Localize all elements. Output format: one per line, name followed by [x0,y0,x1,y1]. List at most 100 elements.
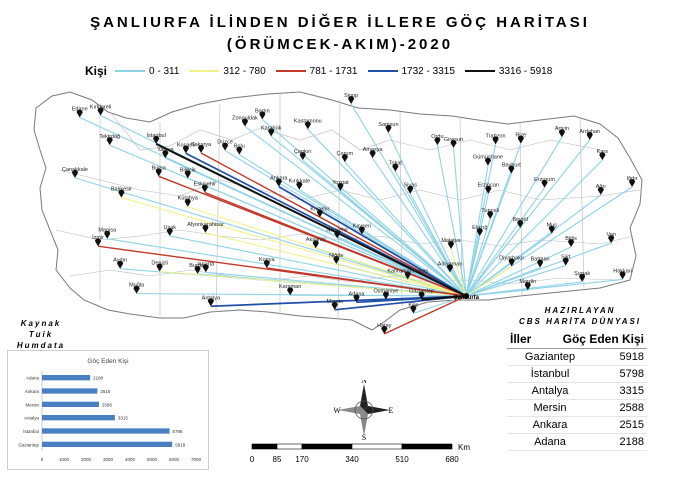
city-kayseri: Kayseri [353,223,371,235]
city-label: Gümüşhane [473,155,503,161]
city-amasya: Amasya [363,147,383,159]
city-label: Karabük [261,125,282,131]
city-label: Osmaniye [374,289,399,295]
city-kahramanmara: Kahramanmaraş [387,268,428,280]
pin-icon [337,182,344,191]
pin-icon [353,294,360,303]
flow-i-stanbul [155,143,467,297]
city-label: Tunceli [481,208,499,214]
city-label: Van [607,232,616,238]
pin-icon [97,107,104,116]
flow-bilecik [187,177,467,297]
city-label: Çorum [337,151,354,157]
pin-icon [202,264,209,273]
city-label: Kırşehir [310,206,329,212]
table-row: Adana 2188 [507,434,647,451]
city-label: Bursa [152,165,167,171]
pin-icon [487,210,494,219]
pin-icon [259,111,266,120]
legend-range: 312 - 780 [223,65,266,77]
flow-sakarya [200,152,467,297]
city-tunceli: Tunceli [481,208,499,219]
city-ardahan: Ardahan [579,129,600,140]
city-bal-kesir: Balıkesir [111,187,132,198]
pin-icon [104,230,111,239]
pin-icon [118,189,125,198]
scale-segment [401,443,453,450]
pin-icon [508,165,515,174]
city-label: Afyonkarahisar [187,222,224,228]
compass-w: W [334,406,341,415]
scale-segment [351,443,403,450]
pin-icon [608,235,615,244]
city-gaziantep: Gaziantep [409,289,434,300]
city-ank-r: Çankırı [294,149,312,161]
bar-i-stanbul [42,428,170,434]
city-label: Bartın [255,108,270,114]
bar-mersin [42,401,99,407]
city-label: Muş [547,223,558,229]
city-bitlis: Bitlis [565,236,577,248]
flow-diyarbak-r [465,265,512,297]
city-eski-ehir: Eskişehir [194,182,216,193]
city-label: Ordu [431,134,443,140]
pin-icon [316,209,323,218]
city-zonguldak: Zonguldak [232,116,258,127]
city-label: Ağrı [596,184,606,190]
flow-ankara [278,185,467,297]
compass-rose: N S W E [334,380,394,440]
flow-bing-l [465,227,521,297]
x-tick-label: 3000 [103,457,114,462]
author-credit: HAZIRLAYAN CBS HARİTA DÜNYASI [510,305,650,327]
table-row: Ankara 2515 [507,417,647,434]
city-label: Giresun [444,137,463,143]
city-label: Rize [515,133,526,139]
city-erzincan: Erzincan [478,183,499,194]
city-label: Nevşehir [326,227,348,233]
flow-u-ak [169,235,467,297]
pin-icon [182,145,189,154]
legend-range: 0 - 311 [149,65,180,77]
city-label: Manisa [98,228,117,234]
city-sivas: Sivas [404,183,417,194]
city-label: Yozgat [332,180,349,186]
pin-icon [447,240,454,249]
legend-label: Kişi [85,64,108,78]
city-label: Karaman [279,284,301,290]
legend-swatch [464,70,495,72]
scale-tick-label: 170 [295,455,309,464]
bar-adana [42,375,91,381]
pin-icon [299,152,306,161]
city-hatay: Hatay [377,323,392,334]
flow-bart-n [261,119,467,297]
city-i-d-r: Iğdır [627,176,638,187]
bar-chart: Göç Eden Kişi Adana 2188 Ankara 2515 Mersin 25… [18,358,201,462]
cell-count: 5798 [619,368,644,380]
city-mu-la: Muğla [129,283,145,294]
category-label: İstanbul [23,428,39,434]
city-ad-yaman: Adıyaman [438,261,462,273]
city-label: Tokat [389,161,403,167]
city-bing-l: Bingöl [513,217,528,229]
city-label: Kars [597,149,609,155]
pin-icon [194,265,201,274]
city-label: Mardin [519,279,536,285]
flow-konya [266,267,467,297]
pin-icon [517,135,524,144]
pin-icon [586,131,593,140]
legend-swatch [115,70,146,72]
city-label: Edirne [72,106,88,112]
city-karaman: Karaman [279,284,301,296]
legend-item-5: 3316 - 5918 [464,66,552,77]
origin-label: Şanlıurfa [453,295,479,301]
flow-tunceli [465,218,491,297]
x-tick-label: 2000 [81,457,92,462]
city-label: Tekirdağ [99,134,120,140]
city-tekirda: Tekirdağ [99,134,120,146]
city-osmaniye: Osmaniye [374,289,399,300]
pin-icon [404,271,411,280]
city-orum: Çorum [337,151,354,163]
flow-zonguldak [244,126,467,297]
city-ordu: Ordu [431,134,444,146]
pin-icon [331,301,338,310]
